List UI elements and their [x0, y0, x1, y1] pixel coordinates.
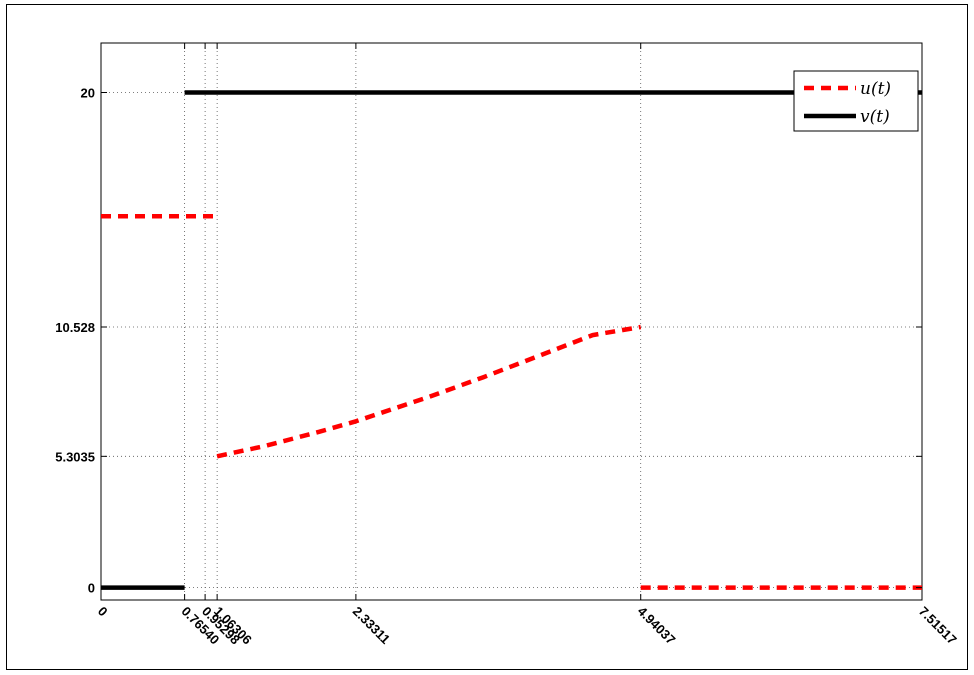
y-tick-label: 20	[81, 86, 95, 101]
x-tick-label: 0	[95, 604, 111, 620]
x-tick-label: 4.94037	[635, 604, 679, 648]
series-u-segment	[216, 324, 642, 459]
legend-label-u: u(t)	[860, 79, 891, 99]
x-tick-label: 2.33311	[350, 604, 393, 647]
legend: u(t) v(t)	[793, 70, 919, 132]
y-tick-label: 0	[88, 581, 95, 596]
figure-frame	[6, 4, 968, 670]
x-tick-label: 7.51517	[916, 604, 960, 648]
y-tick-label: 5.3035	[55, 449, 95, 464]
plot-area	[100, 42, 923, 601]
legend-label-v: v(t)	[860, 107, 890, 127]
y-tick-label: 10.528	[55, 320, 95, 335]
legend-box	[793, 70, 919, 132]
